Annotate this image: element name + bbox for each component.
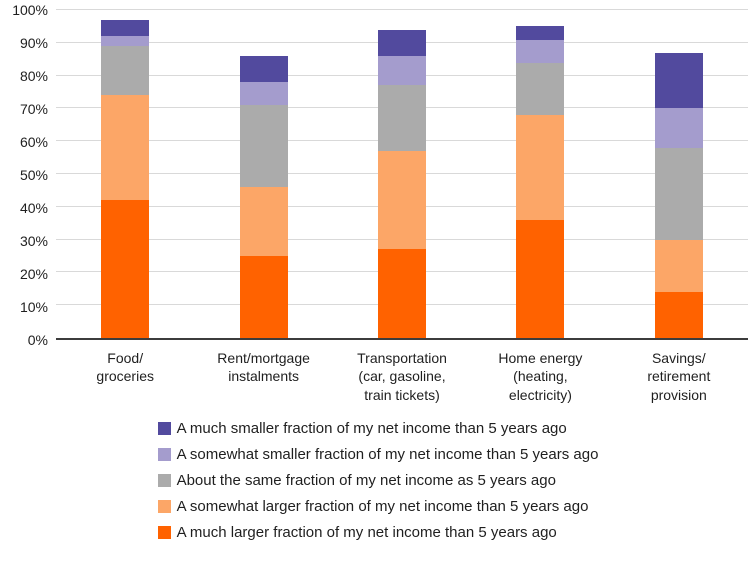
y-tick-label: 20% — [19, 266, 48, 282]
gridline — [56, 9, 748, 10]
bar-segment — [239, 105, 288, 188]
bar-group — [471, 10, 609, 338]
bar-segment — [101, 46, 150, 96]
legend-item: A somewhat larger fraction of my net inc… — [157, 498, 599, 516]
bar-segment — [378, 55, 427, 86]
x-category-label: Rent/mortgage instalments — [217, 350, 310, 385]
bar-segment — [239, 82, 288, 106]
bar-segment — [516, 219, 565, 338]
bar-stack — [378, 10, 427, 338]
bar-stack — [239, 10, 288, 338]
bar-segment — [516, 26, 565, 40]
bar-group — [194, 10, 332, 338]
bar-segment — [654, 292, 703, 338]
bar-group — [333, 10, 471, 338]
y-axis: 0% 10% 20% 30% 40% 50% 60% 70% 80% 90% 100% — [8, 2, 56, 348]
bar-group — [56, 10, 194, 338]
y-tick-label: 10% — [19, 299, 48, 315]
legend-swatch — [157, 422, 171, 436]
legend-label: A somewhat smaller fraction of my net in… — [176, 446, 599, 464]
bar-segment — [516, 62, 565, 115]
y-tick-label: 80% — [19, 68, 48, 84]
x-category-label: Transportation (car, gasoline, train ticke… — [357, 350, 447, 403]
bar-segment — [516, 39, 565, 63]
bar-segment — [378, 249, 427, 338]
bar-stack — [516, 10, 565, 338]
y-tick-label: 60% — [19, 134, 48, 150]
plot-area — [56, 9, 748, 340]
bar-stack — [101, 10, 150, 338]
legend-item: A somewhat smaller fraction of my net in… — [157, 446, 599, 464]
legend-item: A much larger fraction of my net income … — [157, 524, 599, 542]
x-category-label: Savings/retirement provision — [647, 350, 711, 403]
y-tick-label: 50% — [19, 167, 48, 183]
y-tick-label: 100% — [12, 2, 48, 18]
legend-label: About the same fraction of my net income… — [176, 472, 556, 490]
bar-stack — [654, 10, 703, 338]
x-category-label: Home energy (heating, electricity) — [498, 350, 583, 403]
bar-segment — [378, 85, 427, 152]
x-category-label: Food/groceries — [96, 350, 154, 385]
bar-segment — [378, 29, 427, 56]
x-axis-labels: Food/groceries Rent/mortgage instalments Tr… — [56, 349, 748, 404]
plot-row: 0% 10% 20% 30% 40% 50% 60% 70% 80% 90% 100% — [8, 2, 748, 348]
bar-segment — [101, 36, 150, 47]
legend: A much smaller fraction of my net income… — [157, 420, 599, 542]
y-tick-label: 30% — [19, 233, 48, 249]
legend-swatch — [157, 448, 171, 462]
bar-segment — [239, 55, 288, 83]
legend-label: A much smaller fraction of my net income… — [176, 420, 567, 438]
legend-swatch — [157, 526, 171, 540]
bar-segment — [654, 52, 703, 109]
bar-segment — [101, 95, 150, 201]
legend-item: A much smaller fraction of my net income… — [157, 420, 599, 438]
legend-swatch — [157, 500, 171, 514]
bar-segment — [654, 147, 703, 240]
bar-segment — [239, 187, 288, 256]
y-tick-label: 0% — [27, 332, 48, 348]
legend-swatch — [157, 474, 171, 488]
y-tick-label: 90% — [19, 35, 48, 51]
bar-segment — [516, 114, 565, 220]
bar-segment — [654, 239, 703, 293]
y-tick-label: 40% — [19, 200, 48, 216]
bar-segment — [101, 19, 150, 37]
bar-segment — [654, 108, 703, 148]
legend-label: A somewhat larger fraction of my net inc… — [176, 498, 589, 516]
legend-label: A much larger fraction of my net income … — [176, 524, 557, 542]
bar-group — [610, 10, 748, 338]
legend-item: About the same fraction of my net income… — [157, 472, 599, 490]
bar-segment — [101, 200, 150, 338]
bars — [56, 10, 748, 338]
bar-segment — [378, 151, 427, 250]
y-tick-label: 70% — [19, 101, 48, 117]
bar-segment — [239, 256, 288, 338]
